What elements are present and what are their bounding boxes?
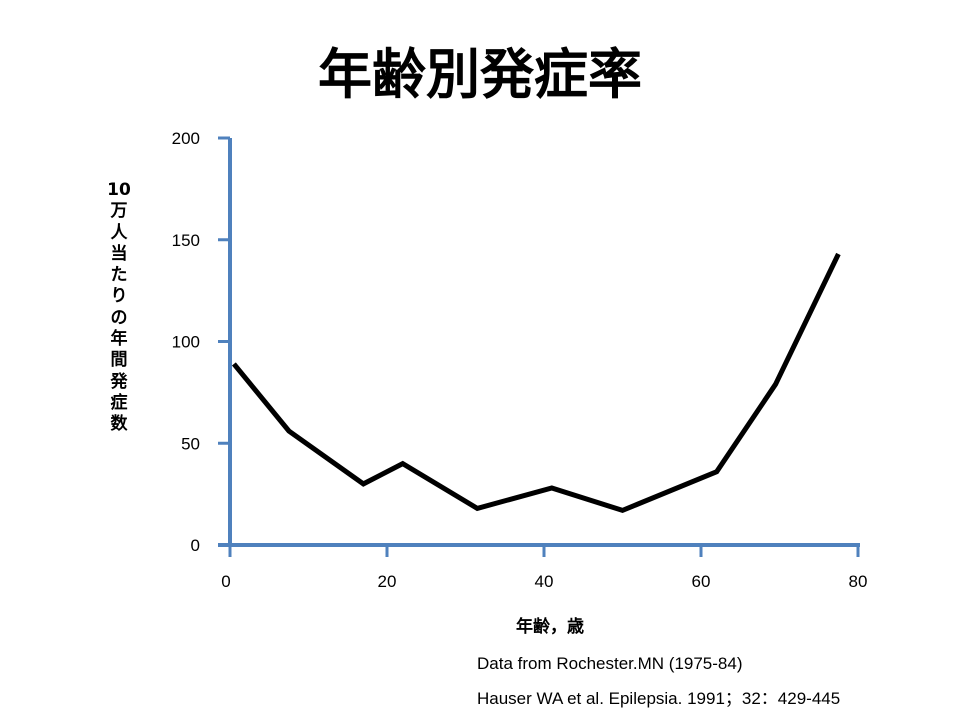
y-tick-label: 0: [191, 536, 200, 555]
x-tick-label: 20: [378, 572, 397, 591]
page-title: 年齢別発症率: [318, 43, 642, 106]
y-tick-label: 50: [181, 434, 200, 453]
x-tick-label: 60: [692, 572, 711, 591]
y-tick-label: 150: [172, 231, 200, 250]
y-tick-label: 200: [172, 129, 200, 148]
y-tick-label: 100: [172, 333, 200, 352]
x-tick-label: 80: [849, 572, 868, 591]
series-line: [231, 252, 841, 514]
citation-reference: Hauser WA et al. Epilepsia. 1991；32：429-…: [477, 689, 841, 708]
x-tick-label: 40: [535, 572, 554, 591]
chart-series: [231, 252, 841, 514]
citation-data-source: Data from Rochester.MN (1975-84): [477, 654, 743, 673]
chart-axes: [218, 138, 860, 547]
chart-ticks: 0 50 100 150 200 0 20 40 60 80: [172, 129, 868, 591]
x-axis-label: 年齢，歳: [516, 617, 584, 637]
x-tick-label: 0: [221, 572, 230, 591]
y-axis-label: 10 万 人 当 た り の 年 間 発 症 数: [107, 180, 131, 435]
